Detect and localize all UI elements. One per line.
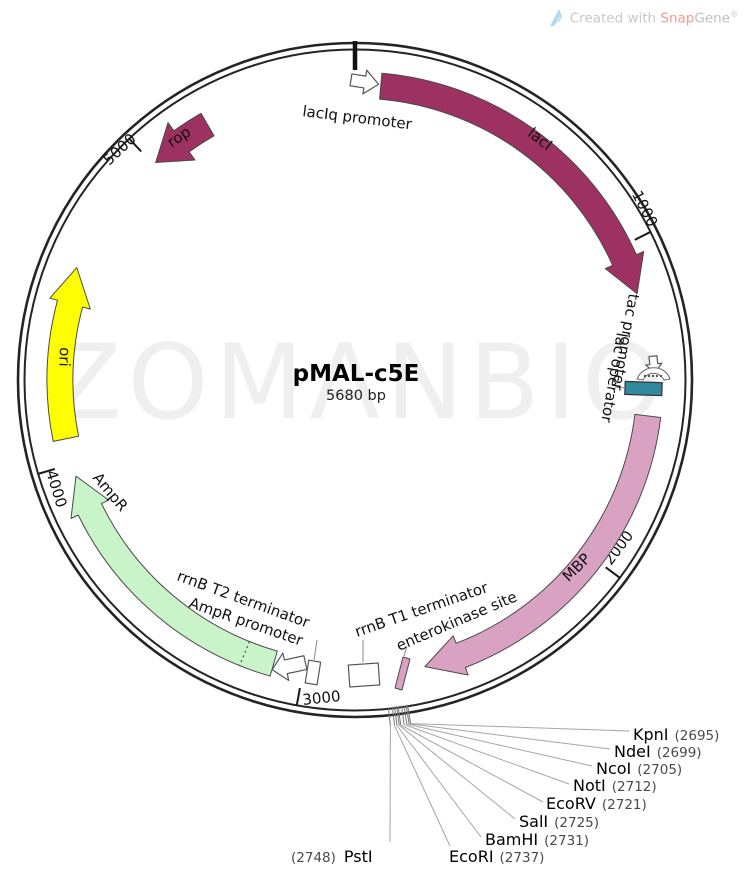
feature-glyphs: [271, 69, 663, 688]
watermark-text: ZOMANBIO: [51, 323, 669, 443]
credit-brand-snap: Snap: [660, 10, 695, 27]
tick-4000: [37, 467, 56, 475]
site-label-PstI: (2748) PstI: [291, 847, 373, 866]
lacIq-promoter-arrow: [349, 69, 380, 95]
tick-5000: [128, 137, 142, 153]
protein-binding-icon: [636, 367, 671, 381]
feature-arc-lacI: [379, 72, 645, 295]
site-label-KpnI: KpnI (2695): [633, 725, 719, 744]
tick-label-3000: 3000: [302, 687, 342, 709]
feature-arrow-rop: [155, 112, 215, 163]
site-label-BamHI: BamHI (2731): [485, 830, 589, 849]
site-label-EcoRV: EcoRV (2721): [546, 794, 647, 813]
AmpR-promoter-boundary-dotted: [239, 641, 250, 666]
feature-arc-ori: [46, 267, 91, 442]
site-label-SalI: SalI (2725): [519, 812, 599, 831]
tick-3000: [295, 687, 301, 706]
AmpR-promoter-arrow: [271, 652, 308, 682]
restriction-site-labels: KpnI (2695) NdeI (2699) NcoI (2705) NotI (27…: [291, 725, 719, 866]
plasmid-title-group: pMAL-c5E 5680 bp: [293, 361, 420, 404]
site-label-NcoI: NcoI (2705): [596, 759, 682, 778]
tick-label-4000: 4000: [42, 468, 70, 510]
feature-leader-lines: [313, 386, 626, 662]
registered-mark: ®: [730, 9, 738, 19]
site-label-EcoRI: EcoRI (2737): [449, 847, 544, 866]
credit-text: Created with SnapGene®: [569, 9, 738, 27]
rrnB-T1-terminator-box: [347, 662, 381, 688]
enterokinase-leader: [403, 645, 408, 657]
restriction-site-stubs: [387, 704, 412, 727]
rrnB-T2-leader: [313, 639, 318, 661]
rrnB-T2-terminator-box: [304, 659, 322, 686]
site-label-NotI: NotI (2712): [573, 776, 657, 795]
snapgene-credit: Created with SnapGene®: [549, 8, 738, 28]
feature-arc-MBP: [424, 413, 662, 676]
plasmid-name: pMAL-c5E: [293, 361, 420, 387]
credit-brand-gene: Gene: [694, 10, 730, 27]
tick-1000: [634, 230, 652, 241]
plasmid-size: 5680 bp: [326, 388, 386, 404]
scale-ticks: [37, 137, 652, 706]
tick-2000: [605, 566, 621, 579]
lac-operator-group: [624, 367, 671, 397]
restriction-site-leader-lines: [389, 723, 630, 847]
site-label-NdeI: NdeI (2699): [614, 742, 702, 761]
feature-arcs: [46, 72, 662, 691]
feature-marker-enterokinase-site: [394, 656, 411, 691]
lac-operator-box: [624, 380, 663, 397]
snapgene-logo-icon: [549, 9, 563, 26]
lac-operator-leader: [614, 386, 626, 389]
feature-arc-AmpR: [70, 475, 278, 677]
feature-label-ori: ori: [55, 347, 74, 367]
tick-label-1000: 1000: [628, 188, 661, 230]
feature-label-lacIq-promoter: lacIq promoter: [302, 102, 414, 133]
